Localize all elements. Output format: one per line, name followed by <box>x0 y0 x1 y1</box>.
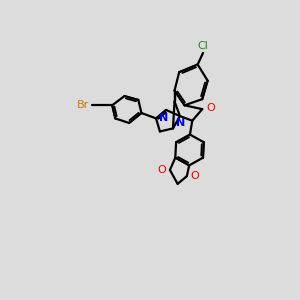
Text: O: O <box>206 103 215 112</box>
Text: Br: Br <box>77 100 89 110</box>
Text: O: O <box>157 165 166 175</box>
Text: N: N <box>176 118 185 128</box>
Text: O: O <box>191 171 200 181</box>
Text: Cl: Cl <box>198 40 208 51</box>
Text: N: N <box>159 113 168 123</box>
